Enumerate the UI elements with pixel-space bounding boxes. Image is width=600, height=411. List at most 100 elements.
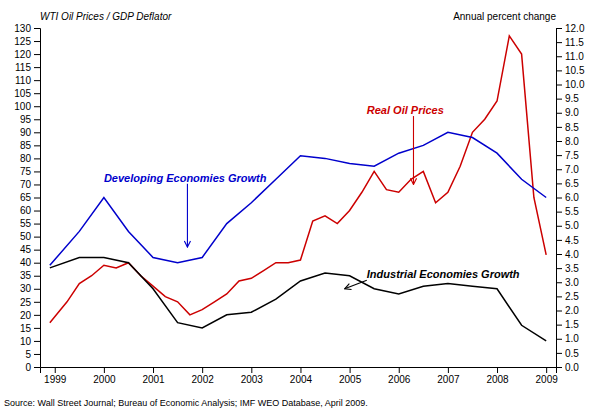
tick-label: 2003 [241,374,264,385]
tick: 6.5 [556,178,579,189]
tick-mark [34,276,40,277]
tick: 2001 [142,367,165,385]
tick-mark [556,113,562,114]
tick-mark [34,302,40,303]
tick-mark [556,141,562,142]
tick: 11.5 [556,37,584,48]
tick-label: 0.0 [565,362,579,373]
tick-mark [34,211,40,212]
tick-label: 110 [15,75,31,86]
tick-mark [34,93,40,94]
tick-label: 45 [20,244,32,255]
tick: 3.5 [556,263,579,274]
tick-mark [546,367,547,373]
tick-mark [34,328,40,329]
tick: 2002 [192,367,215,385]
chart: 1999200020012002200320042005200620072008… [0,0,600,411]
tick: 10.0 [556,79,585,90]
tick-label: 50 [20,231,32,242]
axis-line [41,368,557,374]
tick: 55 [20,218,40,229]
tick: 45 [20,244,40,255]
tick-mark [202,367,203,373]
tick-mark [556,353,562,354]
tick-label: 40 [20,257,32,268]
tick-mark [34,367,40,368]
tick: 3.0 [556,277,579,288]
tick-label: 70 [20,179,32,190]
tick: 75 [20,166,40,177]
tick: 40 [20,257,40,268]
annotation-arrow [413,116,414,184]
plot-area [50,36,546,341]
tick-label: 2000 [93,374,116,385]
tick-mark [34,132,40,133]
tick-mark [34,106,40,107]
tick-label: 1999 [44,374,67,385]
tick-label: 0.5 [565,348,579,359]
tick: 9.0 [556,107,579,118]
tick: 2009 [536,367,559,385]
tick: 2003 [241,367,264,385]
tick: 110 [15,75,40,86]
tick-mark [556,212,562,213]
tick-mark [34,237,40,238]
tick: 105 [14,88,40,99]
tick: 0.0 [556,362,579,373]
tick-label: 11.5 [565,37,584,48]
tick-label: 7.0 [565,164,579,175]
tick-label: 2009 [536,374,559,385]
tick-mark [34,263,40,264]
tick-mark [556,198,562,199]
tick-label: 95 [20,114,32,125]
tick-label: 60 [20,205,32,216]
tick: 15 [20,323,40,334]
tick: 2008 [486,367,509,385]
tick-mark [556,282,562,283]
tick: 6.0 [556,192,579,203]
tick: 9.5 [556,93,579,104]
tick-mark [300,367,301,373]
tick: 1999 [44,367,67,385]
tick-mark [556,311,562,312]
tick-label: 2001 [142,374,165,385]
tick-label: 90 [20,127,32,138]
tick-label: 125 [14,36,31,47]
tick-mark [34,341,40,342]
tick-mark [34,67,40,68]
tick-label: 75 [20,166,32,177]
tick: 8.5 [556,122,579,133]
tick: 5.0 [556,220,579,231]
tick-label: 20 [20,310,32,321]
source: Source: Wall Street Journal; Bureau of E… [4,398,368,408]
tick-mark [153,367,154,373]
tick-mark [556,127,562,128]
tick-label: 6.5 [565,178,579,189]
tick-label: 10.0 [565,79,585,90]
tick: 70 [20,179,40,190]
tick-label: 2002 [192,374,215,385]
tick-label: 8.5 [565,122,579,133]
tick-mark [448,367,449,373]
tick-label: 2.0 [565,305,579,316]
tick-mark [34,145,40,146]
tick-mark [497,367,498,373]
tick-label: 2005 [339,374,362,385]
tick: 2000 [93,367,116,385]
annotation: Developing Economies Growth [104,172,267,184]
tick-label: 10 [20,336,32,347]
tick: 11.0 [556,51,584,62]
tick-mark [34,119,40,120]
line [50,36,546,323]
tick-mark [556,240,562,241]
tick: 10.5 [556,65,585,76]
tick: 130 [14,23,40,34]
tick-mark [556,339,562,340]
tick: 50 [20,231,40,242]
tick-label: 15 [20,323,32,334]
tick-label: 35 [20,270,32,281]
tick-label: 25 [20,297,32,308]
tick-mark [34,250,40,251]
tick-mark [556,325,562,326]
tick-label: 105 [14,88,31,99]
